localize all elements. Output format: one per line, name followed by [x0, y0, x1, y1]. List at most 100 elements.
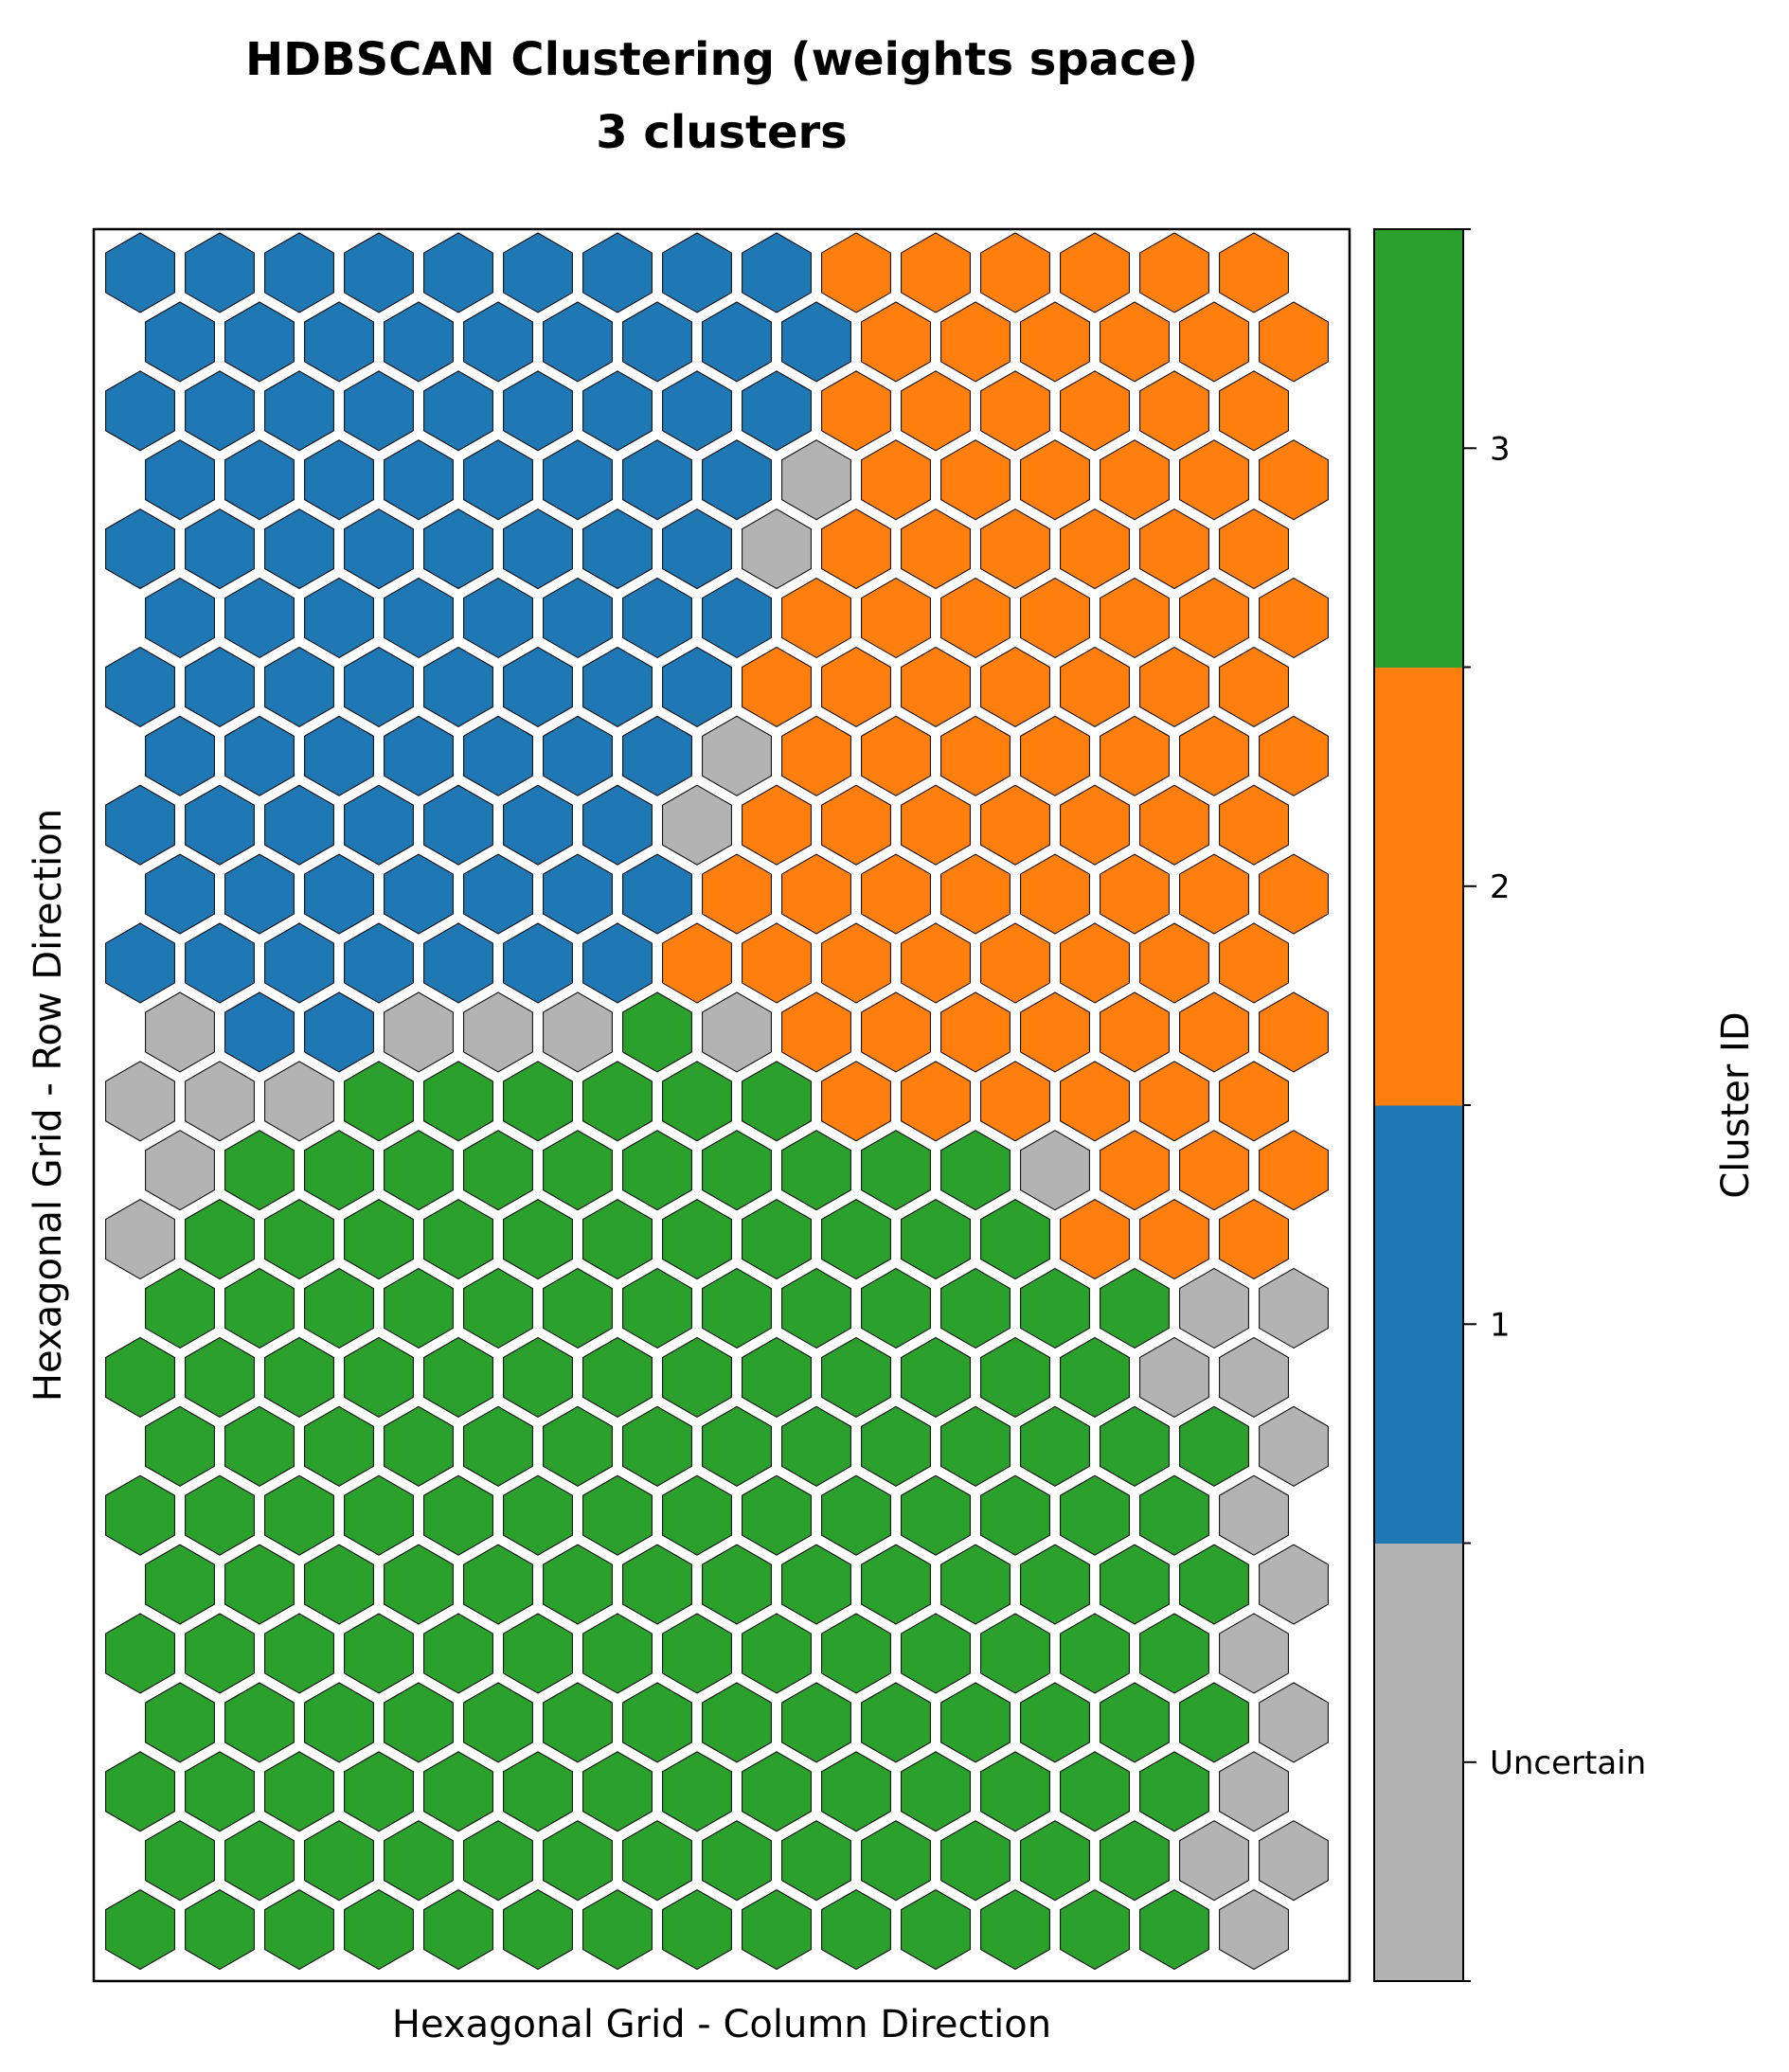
- hex-cell-r7-c5: [543, 715, 613, 796]
- hex-cell-r8-c3: [344, 784, 414, 866]
- hex-cell-r16-c8: [742, 1336, 812, 1418]
- hex-cell-r9-c10: [940, 853, 1011, 935]
- hex-cell-r12-c5: [503, 1061, 573, 1142]
- hex-cell-r5-c5: [543, 577, 613, 659]
- hex-cell-r6-c3: [344, 646, 414, 727]
- hex-cell-r24-c14: [1219, 1889, 1289, 1971]
- hex-cell-r1-c5: [543, 301, 613, 383]
- hex-cell-r17-c6: [622, 1405, 692, 1487]
- hex-cell-r4-c14: [1219, 509, 1289, 590]
- hex-cell-r24-c11: [980, 1889, 1050, 1971]
- hex-cell-r0-c7: [662, 232, 732, 313]
- hex-cell-r16-c11: [980, 1336, 1050, 1418]
- chart-title-line-2: 3 clusters: [596, 106, 848, 159]
- hex-cell-r11-c1: [224, 991, 295, 1073]
- hex-cell-r14-c1: [185, 1199, 255, 1280]
- hex-cell-r1-c2: [304, 301, 374, 383]
- colorbar-tick-label-1: 1: [1490, 1306, 1511, 1344]
- hex-cell-r6-c1: [185, 646, 255, 727]
- hex-cell-r3-c9: [861, 439, 931, 521]
- hex-cell-r14-c0: [105, 1199, 175, 1280]
- hex-cell-r1-c7: [702, 301, 772, 383]
- colorbar-segment-3: [1374, 229, 1463, 668]
- hex-cell-r1-c13: [1179, 301, 1249, 383]
- hex-cell-r20-c7: [662, 1613, 732, 1694]
- hex-cell-r20-c0: [105, 1613, 175, 1694]
- hex-cell-r11-c2: [304, 991, 374, 1073]
- hex-cell-r20-c3: [344, 1613, 414, 1694]
- hex-cell-r22-c13: [1139, 1751, 1209, 1832]
- hex-cell-r5-c2: [304, 577, 374, 659]
- hex-cell-r3-c3: [384, 439, 454, 521]
- hex-cell-r21-c5: [543, 1682, 613, 1763]
- hex-cell-r6-c5: [503, 646, 573, 727]
- hex-cell-r8-c11: [980, 784, 1050, 866]
- hex-cell-r19-c0: [145, 1544, 215, 1625]
- hex-cell-r3-c4: [463, 439, 533, 521]
- hex-cell-r16-c14: [1219, 1336, 1289, 1418]
- hex-cell-r13-c9: [861, 1130, 931, 1211]
- hex-cell-r12-c12: [1060, 1061, 1130, 1142]
- hex-cell-r9-c0: [145, 853, 215, 935]
- hex-cell-r14-c9: [821, 1199, 891, 1280]
- hex-cell-r11-c5: [543, 991, 613, 1073]
- hex-cell-r13-c3: [384, 1130, 454, 1211]
- hex-cell-r0-c13: [1139, 232, 1209, 313]
- hex-cell-r8-c13: [1139, 784, 1209, 866]
- hex-cell-r0-c9: [821, 232, 891, 313]
- hex-cell-r4-c2: [264, 509, 334, 590]
- hex-cell-r15-c1: [224, 1267, 295, 1349]
- hex-cell-r21-c8: [781, 1682, 851, 1763]
- hex-cell-r7-c3: [384, 715, 454, 796]
- hex-cell-r21-c14: [1259, 1682, 1329, 1763]
- hex-cell-r9-c3: [384, 853, 454, 935]
- hex-cell-r23-c1: [224, 1820, 295, 1902]
- hex-cell-r19-c13: [1179, 1544, 1249, 1625]
- hex-cell-r11-c3: [384, 991, 454, 1073]
- hex-cell-r17-c1: [224, 1405, 295, 1487]
- hex-cell-r24-c12: [1060, 1889, 1130, 1971]
- hex-cell-r2-c11: [980, 370, 1050, 452]
- hex-cell-r1-c10: [940, 301, 1011, 383]
- hex-cell-r24-c3: [344, 1889, 414, 1971]
- hex-cell-r12-c3: [344, 1061, 414, 1142]
- hex-cell-r1-c1: [224, 301, 295, 383]
- colorbar: Uncertain 1 2 3: [1373, 228, 1646, 1982]
- hex-cell-r23-c9: [861, 1820, 931, 1902]
- hex-cell-r14-c8: [742, 1199, 812, 1280]
- hex-cell-r16-c9: [821, 1336, 891, 1418]
- hex-cell-r15-c12: [1100, 1267, 1170, 1349]
- hex-cell-r0-c14: [1219, 232, 1289, 313]
- hex-cell-r7-c0: [145, 715, 215, 796]
- hex-cell-r22-c0: [105, 1751, 175, 1832]
- hex-cell-r12-c1: [185, 1061, 255, 1142]
- hex-cell-r12-c4: [423, 1061, 493, 1142]
- hex-cell-r21-c11: [1020, 1682, 1090, 1763]
- hex-cell-r20-c8: [742, 1613, 812, 1694]
- hex-cell-r23-c4: [463, 1820, 533, 1902]
- hex-cell-r19-c1: [224, 1544, 295, 1625]
- hex-cell-r14-c11: [980, 1199, 1050, 1280]
- hex-cell-r9-c7: [702, 853, 772, 935]
- hex-cell-r22-c10: [901, 1751, 971, 1832]
- hex-cell-r19-c5: [543, 1544, 613, 1625]
- hex-cell-r6-c7: [662, 646, 732, 727]
- hex-cell-r5-c13: [1179, 577, 1249, 659]
- hex-cell-r2-c9: [821, 370, 891, 452]
- hex-cell-r13-c0: [145, 1130, 215, 1211]
- hex-cell-r20-c10: [901, 1613, 971, 1694]
- hex-cell-r12-c9: [821, 1061, 891, 1142]
- hex-cell-r20-c9: [821, 1613, 891, 1694]
- hex-cell-r11-c4: [463, 991, 533, 1073]
- hex-cell-r12-c11: [980, 1061, 1050, 1142]
- hex-cell-r20-c4: [423, 1613, 493, 1694]
- hex-cell-r13-c11: [1020, 1130, 1090, 1211]
- hex-cell-r6-c8: [742, 646, 812, 727]
- hex-cell-r8-c1: [185, 784, 255, 866]
- hex-cell-r15-c10: [940, 1267, 1011, 1349]
- hex-cell-r9-c8: [781, 853, 851, 935]
- hex-cell-r13-c6: [622, 1130, 692, 1211]
- hex-cell-r16-c13: [1139, 1336, 1209, 1418]
- hex-cell-r3-c10: [940, 439, 1011, 521]
